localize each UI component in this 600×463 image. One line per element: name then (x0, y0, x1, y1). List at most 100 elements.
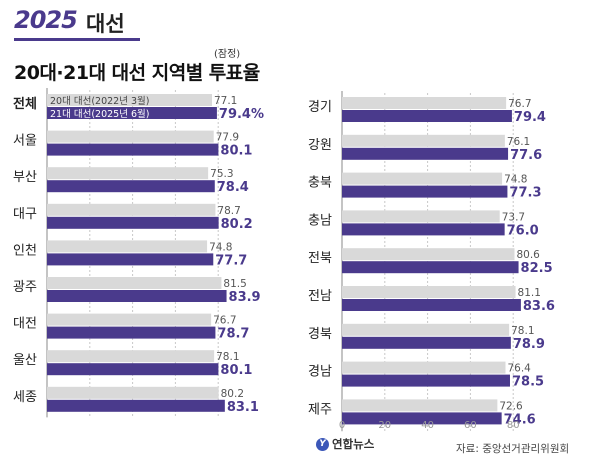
region-label: 경기 (308, 100, 332, 115)
value-curr: 76.0 (507, 223, 539, 238)
region-label: 전남 (308, 289, 332, 304)
bar-curr-row-5 (342, 299, 521, 311)
value-curr: 83.6 (523, 299, 555, 314)
region-label: 충남 (308, 213, 332, 228)
bar-prev-row-2 (342, 172, 503, 185)
bar-prev-row-7 (342, 361, 506, 374)
bar-prev-row-5 (342, 286, 516, 298)
bar-prev-row-3 (47, 203, 216, 216)
value-curr: 78.7 (217, 327, 249, 342)
region-label: 부산 (13, 170, 37, 185)
value-prev: 78.7 (217, 205, 240, 217)
value-curr: 77.6 (510, 148, 542, 163)
bar-curr-row-6 (47, 326, 216, 339)
tentative-note: (잠정) (214, 49, 241, 60)
x-tick-label: 0 (339, 420, 345, 431)
region-label: 인천 (13, 243, 37, 258)
bar-prev-row-0 (342, 97, 507, 109)
region-label: 경남 (308, 365, 332, 380)
value-prev: 78.1 (216, 351, 239, 363)
value-curr: 78.5 (512, 375, 544, 390)
bar-curr-row-3 (342, 223, 505, 236)
bar-curr-row-2 (342, 185, 508, 198)
value-curr: 78.4 (217, 180, 249, 195)
x-tick-label: 20 (378, 420, 391, 431)
region-label: 제주 (308, 402, 332, 417)
value-curr: 80.1 (220, 363, 252, 378)
region-label: 경북 (308, 327, 332, 342)
logo: Y 연합뉴스 (316, 436, 374, 452)
region-label: 대전 (13, 317, 37, 332)
value-curr: 77.3 (509, 186, 541, 201)
header-underline (14, 38, 140, 41)
source-note: 자료: 중앙선거관리위원회 (456, 443, 570, 455)
bar-prev-row-6 (342, 323, 510, 336)
bar-curr-row-3 (47, 216, 219, 229)
value-prev: 73.7 (502, 211, 525, 223)
bar-curr-row-6 (342, 336, 511, 349)
bar-curr-row-7 (47, 363, 219, 376)
value-curr: 80.1 (220, 144, 252, 159)
chart-title: 20대·21대 대선 지역별 투표율 (14, 62, 260, 84)
header-year: 2025 (14, 6, 78, 34)
bar-curr-row-1 (342, 147, 509, 160)
legend-prev: 20대 대선(2022년 3월) (50, 95, 149, 107)
region-label: 전북 (308, 251, 332, 266)
bar-curr-row-8 (47, 399, 225, 412)
x-tick-label: 40 (421, 420, 434, 431)
value-curr: 82.5 (521, 261, 553, 276)
value-prev: 76.7 (213, 315, 236, 327)
bar-prev-row-0 (47, 94, 212, 106)
region-label: 서울 (13, 134, 37, 149)
bar-prev-row-8 (342, 399, 498, 412)
x-tick-label: 60 (464, 420, 477, 431)
bar-prev-row-5 (47, 277, 222, 289)
bar-prev-row-2 (47, 167, 209, 180)
bar-prev-row-1 (342, 134, 505, 147)
yonhap-logo-icon: Y (316, 437, 329, 451)
bar-curr-row-4 (47, 253, 214, 266)
bar-prev-row-8 (47, 386, 219, 399)
value-curr: 74.6 (504, 412, 536, 427)
value-prev: 77.1 (214, 95, 237, 107)
value-prev: 81.5 (223, 278, 246, 290)
bar-curr-row-7 (342, 374, 510, 387)
value-prev: 76.1 (507, 136, 530, 148)
value-curr: 83.9 (229, 290, 261, 305)
region-label: 광주 (13, 280, 37, 295)
bar-curr-row-2 (47, 180, 215, 193)
bar-curr-row-0 (47, 107, 217, 119)
value-prev: 74.8 (209, 241, 232, 253)
value-curr: 77.7 (215, 253, 247, 268)
bar-prev-row-3 (342, 210, 500, 223)
value-prev: 74.8 (504, 174, 527, 186)
region-label: 충북 (308, 176, 332, 191)
region-label: 전체 (13, 96, 37, 112)
bar-prev-row-6 (47, 313, 212, 326)
bar-prev-row-7 (47, 350, 215, 363)
bar-prev-row-1 (47, 130, 214, 143)
legend-curr: 21대 대선(2025년 6월) (50, 108, 149, 120)
x-tick-label: 80 (507, 420, 520, 431)
region-label: 울산 (13, 353, 37, 368)
region-label: 세종 (13, 390, 37, 405)
value-prev: 80.2 (221, 388, 244, 400)
value-prev: 77.9 (216, 132, 239, 144)
value-prev: 80.6 (516, 249, 540, 261)
value-curr: 83.1 (227, 400, 259, 415)
value-prev: 78.1 (511, 325, 534, 337)
bar-curr-row-4 (342, 261, 519, 274)
bar-curr-row-8 (342, 412, 502, 425)
value-prev: 72.6 (499, 400, 523, 412)
header-word: 대선 (86, 12, 125, 36)
value-curr: 79.4% (219, 107, 264, 122)
value-prev: 75.3 (210, 168, 233, 180)
bar-prev-row-4 (47, 240, 208, 253)
bar-curr-row-1 (47, 143, 219, 156)
value-prev: 76.4 (507, 363, 531, 375)
region-label: 대구 (13, 207, 37, 222)
logo-text: 연합뉴스 (332, 437, 375, 451)
bar-curr-row-5 (47, 290, 227, 302)
bar-prev-row-4 (342, 248, 515, 261)
